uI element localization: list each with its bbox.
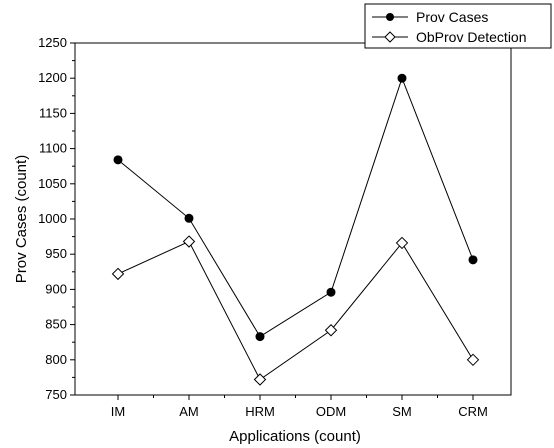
y-tick-label: 900 [45,281,67,296]
series-layer [111,73,480,386]
legend-box [364,3,552,49]
legend-label-prov-cases: Prov Cases [416,9,488,25]
x-tick-label: CRM [458,404,488,419]
data-point [468,255,478,265]
y-tick-label: 800 [45,352,67,367]
data-point [466,353,480,367]
data-point [397,73,407,83]
x-tick-label: HRM [245,404,275,419]
x-tick-label: SM [392,404,412,419]
plot-area-frame [74,42,512,396]
legend: Prov Cases ObProv Detection [364,3,552,49]
data-point [111,267,125,281]
series-line [117,240,474,381]
data-point [395,236,409,250]
x-tick-label: IM [111,404,125,419]
data-point [184,213,194,223]
y-tick-label: 1250 [38,35,67,50]
series-line [117,76,474,338]
data-point [326,287,336,297]
legend-label-obprov-detection: ObProv Detection [416,29,527,45]
y-tick-label: 1000 [38,211,67,226]
y-tick-label: 750 [45,387,67,402]
y-tick-label: 1150 [39,105,67,120]
y-axis: 750 800 850 900 950 1000 1050 1100 1150 1200 1250 [38,35,75,402]
series-prov-cases [113,73,478,342]
y-tick-label: 950 [45,246,67,261]
legend-marker-prov-cases [386,13,394,21]
x-tick-label: AM [179,404,199,419]
data-point [253,373,267,386]
y-tick-label: 1200 [38,70,67,85]
data-point [255,332,265,342]
data-point [113,155,123,165]
x-axis: IM AM HRM ODM SM CRM [111,395,488,419]
series-obprov-detection [111,235,480,386]
x-tick-label: ODM [316,404,346,419]
y-tick-label: 850 [45,317,67,332]
y-tick-label: 1050 [38,176,67,191]
legend-marker-obprov-detection [384,31,396,43]
data-point [324,324,338,337]
y-axis-title: Prov Cases (count) [13,155,30,283]
data-point [182,235,196,248]
y-tick-label: 1100 [39,141,67,156]
x-axis-title: Applications (count) [229,428,361,445]
